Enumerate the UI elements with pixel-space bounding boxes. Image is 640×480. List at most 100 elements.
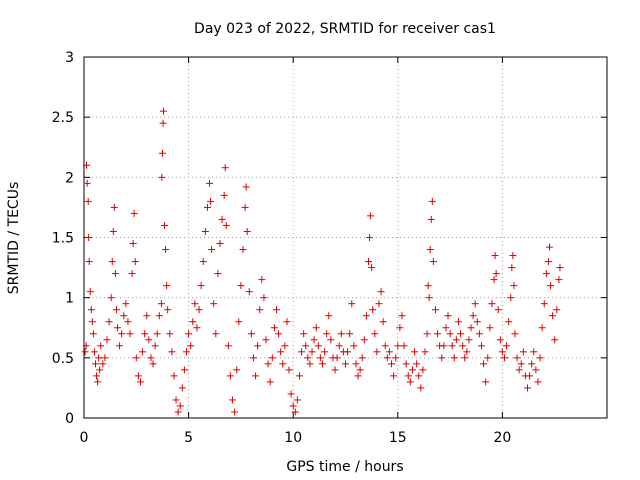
data-point	[243, 227, 251, 235]
data-point	[103, 336, 111, 344]
data-point	[528, 360, 536, 368]
data-point	[147, 354, 155, 362]
data-point	[83, 179, 91, 187]
data-point	[87, 306, 95, 314]
data-point	[354, 372, 362, 380]
data-point	[185, 330, 193, 338]
data-point	[556, 264, 564, 272]
data-point	[348, 300, 356, 308]
data-point	[108, 258, 116, 266]
data-point	[128, 270, 136, 278]
data-point	[207, 197, 215, 205]
data-point	[218, 215, 226, 223]
data-point	[141, 330, 149, 338]
data-point	[109, 227, 117, 235]
data-point	[362, 312, 370, 320]
data-point	[275, 330, 283, 338]
data-point	[538, 324, 546, 332]
data-point	[162, 246, 170, 254]
data-point	[231, 408, 239, 416]
data-point	[245, 288, 253, 296]
data-point	[180, 366, 188, 374]
data-point	[517, 360, 525, 368]
data-point	[174, 408, 182, 416]
data-point	[475, 330, 483, 338]
data-point	[321, 348, 329, 356]
data-point	[159, 119, 167, 127]
data-point	[214, 270, 222, 278]
data-point	[126, 330, 134, 338]
data-point	[452, 336, 460, 344]
data-point	[477, 342, 485, 350]
data-point	[429, 258, 437, 266]
data-point	[155, 312, 163, 320]
data-point	[86, 288, 94, 296]
data-point	[191, 300, 199, 308]
data-point	[254, 342, 262, 350]
data-point	[279, 360, 287, 368]
data-point	[235, 318, 243, 326]
data-point	[366, 234, 374, 241]
data-point	[390, 372, 398, 380]
data-point	[287, 390, 295, 398]
data-point	[555, 276, 563, 284]
data-point	[500, 354, 508, 362]
data-point	[122, 300, 130, 308]
data-point	[258, 276, 266, 284]
data-point	[285, 366, 293, 374]
data-point	[158, 173, 166, 181]
data-point	[136, 378, 144, 386]
data-point	[172, 396, 180, 404]
data-point	[473, 318, 481, 326]
data-point	[323, 330, 331, 338]
x-tick-label: 5	[184, 430, 193, 446]
data-point	[295, 372, 303, 380]
data-point	[461, 354, 469, 362]
data-point	[498, 348, 506, 356]
data-point	[346, 330, 354, 338]
data-point	[302, 342, 310, 350]
data-point	[170, 372, 178, 380]
data-point	[96, 366, 104, 374]
data-point	[491, 252, 499, 260]
y-axis-label: SRMTID / TECUs	[6, 182, 22, 295]
data-point	[482, 378, 490, 386]
data-point	[327, 336, 335, 344]
data-point	[440, 342, 448, 350]
data-point	[183, 348, 191, 356]
data-point	[283, 318, 291, 326]
data-point	[484, 354, 492, 362]
data-point	[239, 246, 247, 254]
data-point	[101, 354, 109, 362]
data-point	[110, 203, 118, 211]
data-point	[463, 348, 471, 356]
data-point	[532, 366, 540, 374]
data-point	[549, 312, 557, 320]
data-point	[438, 354, 446, 362]
data-point	[318, 360, 326, 368]
data-point	[105, 318, 113, 326]
data-point	[553, 306, 561, 314]
data-point	[291, 408, 299, 416]
data-point	[373, 348, 381, 356]
data-point	[264, 360, 272, 368]
data-point	[337, 330, 345, 338]
data-point	[229, 396, 237, 404]
data-point	[166, 330, 174, 338]
data-point	[130, 209, 138, 217]
data-point	[242, 183, 250, 191]
data-point	[428, 197, 436, 205]
data-point	[277, 348, 285, 356]
data-point	[545, 243, 553, 251]
data-point	[116, 342, 124, 350]
y-tick-label: 0	[65, 411, 74, 427]
y-tick-label: 1.5	[52, 231, 74, 247]
data-point	[486, 324, 494, 332]
data-point	[208, 246, 216, 254]
data-point	[356, 366, 364, 374]
data-point	[85, 234, 93, 241]
data-point	[139, 348, 147, 356]
data-point	[547, 282, 555, 290]
data-point	[107, 294, 115, 302]
